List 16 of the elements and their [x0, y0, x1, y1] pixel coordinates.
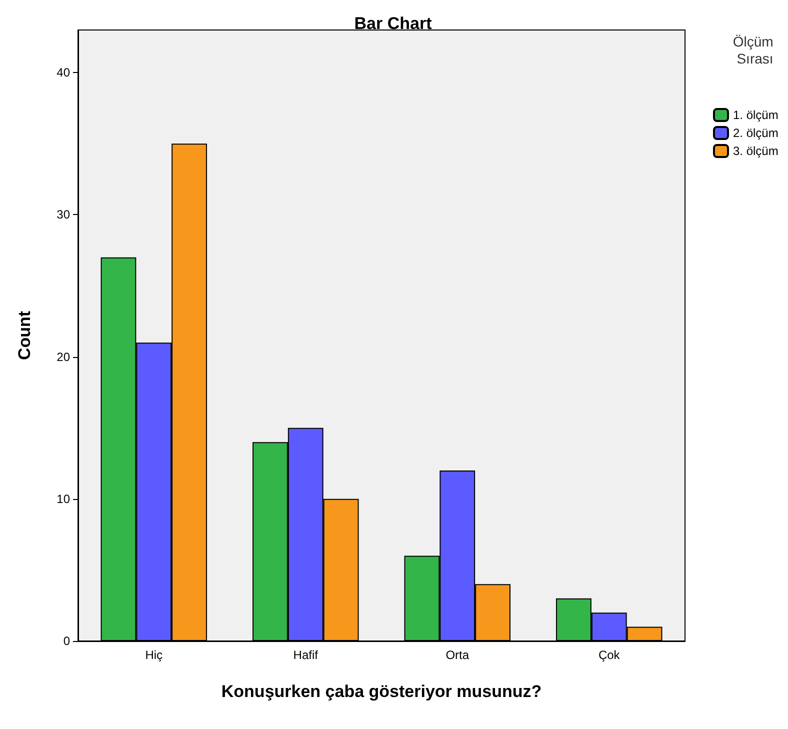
x-tick-label: Hafif — [293, 648, 319, 662]
legend-label: 2. ölçüm — [733, 126, 778, 140]
y-tick-label: 0 — [63, 634, 70, 648]
x-tick-label: Orta — [446, 648, 470, 662]
y-tick-label: 40 — [56, 66, 70, 80]
y-tick-label: 20 — [56, 350, 70, 364]
x-tick-label: Çok — [598, 648, 621, 662]
y-tick-label: 10 — [56, 492, 70, 506]
legend-label: 1. ölçüm — [733, 108, 778, 122]
x-tick-label: Hiç — [145, 648, 163, 662]
y-axis-title: Count — [15, 310, 34, 360]
legend-title: Ölçüm Sırası — [732, 34, 778, 66]
y-tick-label: 30 — [56, 208, 70, 222]
chart-title: Bar Chart — [354, 14, 432, 33]
legend-label: 3. ölçüm — [733, 144, 778, 158]
x-axis-title: Konuşurken çaba gösteriyor musunuz? — [221, 682, 542, 701]
